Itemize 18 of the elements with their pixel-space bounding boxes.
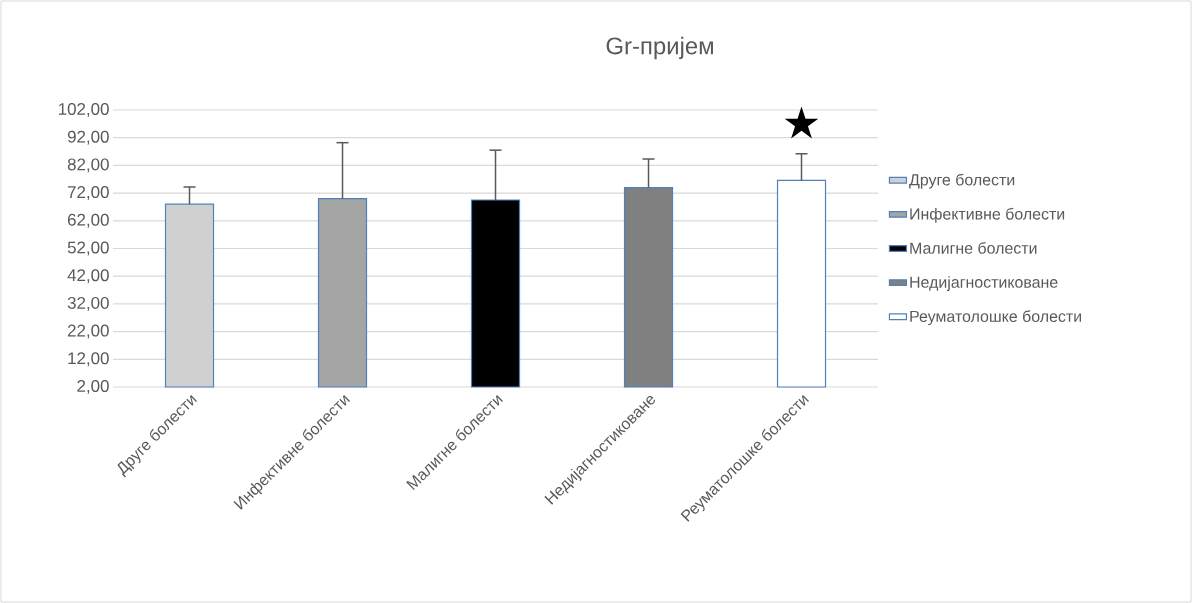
y-tick-label: 72,00 <box>67 186 109 201</box>
legend-label: Малигне болести <box>910 241 1037 254</box>
y-tick-label: 42,00 <box>67 269 109 284</box>
y-tick-label: 2,00 <box>77 379 109 394</box>
y-tick-label: 92,00 <box>67 130 109 145</box>
legend-label: Друге болести <box>909 173 1015 189</box>
legend-label: Инфективне болести <box>910 207 1065 223</box>
chart-title: Gr-пријем <box>606 36 713 60</box>
y-tick-label: 22,00 <box>67 324 109 339</box>
annotation: ★ <box>784 106 819 139</box>
y-tick-label: 82,00 <box>67 158 109 173</box>
y-tick-label: 12,00 <box>68 352 109 367</box>
y-tick-label: 62,00 <box>67 213 109 228</box>
y-tick-label: 52,00 <box>67 241 109 256</box>
legend-label: Реуматолошке болести <box>910 310 1082 326</box>
y-tick-label: 32,00 <box>67 296 109 311</box>
y-tick-label: 102,00 <box>58 102 109 117</box>
legend-label: Недијагностиковане <box>910 276 1058 291</box>
